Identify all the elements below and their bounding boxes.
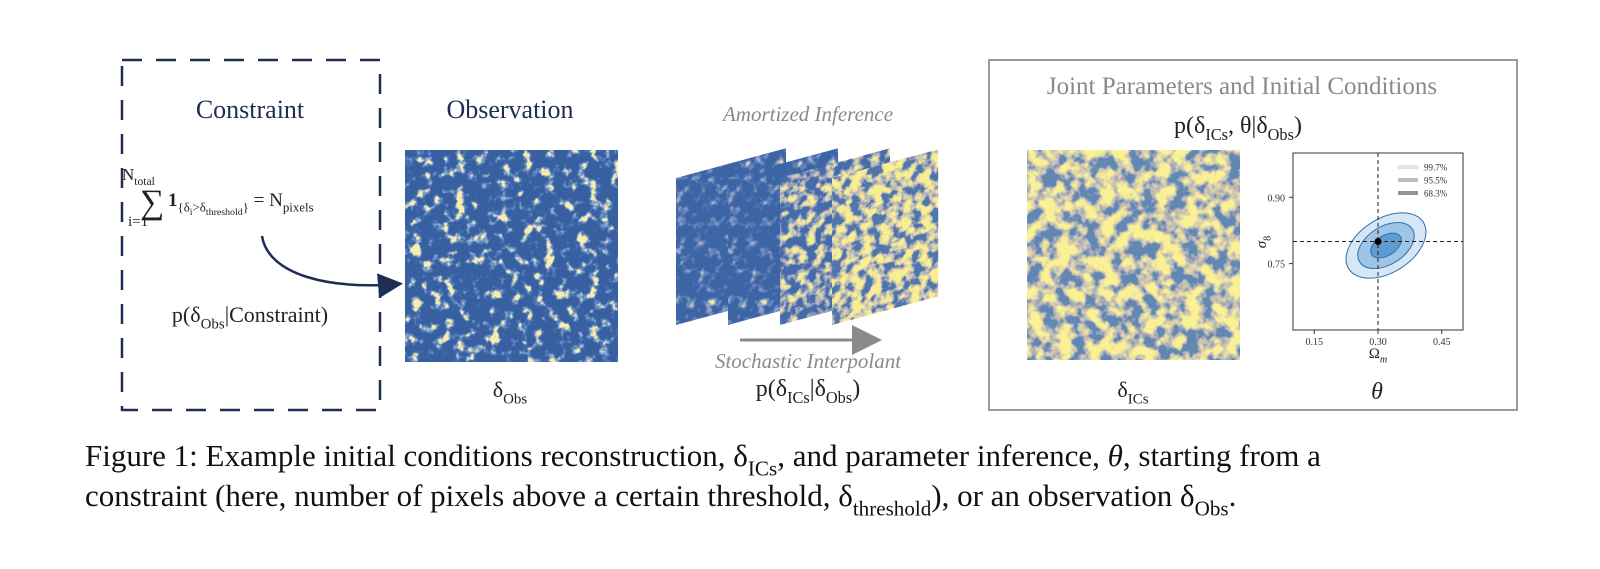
caption-line: Figure 1: Example initial conditions rec…: [85, 438, 1321, 480]
math-part: threshold: [853, 496, 932, 520]
math-part: = N: [249, 190, 283, 211]
math-part: 1: [168, 190, 178, 211]
frame: [832, 149, 938, 325]
legend-label: 95.5%: [1424, 176, 1448, 186]
joint-box: [988, 59, 1518, 411]
legend-label: 99.7%: [1424, 163, 1448, 173]
math-part: .: [1229, 478, 1237, 513]
math-part: i: [190, 207, 193, 218]
math-part: N: [122, 165, 134, 184]
ics-image: [1027, 150, 1240, 360]
y-tick-label: 0.90: [1268, 193, 1286, 204]
frame-image: [832, 149, 938, 325]
math-part: p(δ: [1174, 113, 1205, 139]
math-part: Obs: [201, 317, 225, 333]
joint-title: Joint Parameters and Initial Conditions: [1047, 73, 1437, 100]
math-part: threshold: [206, 207, 243, 218]
math-part: p(δ: [756, 376, 787, 402]
x-axis-label: Ωm: [1369, 346, 1388, 366]
sum-symbol: ∑: [140, 184, 164, 221]
observation-image: [405, 150, 618, 362]
math-part: ICs: [1128, 392, 1149, 408]
math-part: |Constraint): [225, 302, 328, 327]
math-part: ICs: [787, 388, 810, 407]
math-part: 8: [1263, 236, 1274, 241]
x-tick-label: 0.30: [1369, 337, 1387, 348]
math-part: total: [134, 175, 155, 188]
math-part: |δ: [810, 376, 826, 402]
inference-title: Amortized Inference: [721, 102, 893, 126]
field-label: δICs: [1117, 377, 1148, 408]
caption-line: constraint (here, number of pixels above…: [85, 478, 1236, 520]
math-part: }: [243, 200, 249, 215]
param-label: θ: [1371, 379, 1383, 405]
math-part: δ: [1117, 377, 1127, 402]
math-part: σ: [1254, 240, 1270, 248]
math-part: Obs: [503, 392, 527, 408]
sum-body: 1{δi>δthreshold} = Npixels: [168, 190, 314, 218]
observation-title: Observation: [446, 95, 573, 124]
method-label: Stochastic Interpolant: [715, 349, 902, 373]
math-part: Figure 1: Example initial conditions rec…: [85, 438, 748, 473]
x-tick-label: 0.45: [1433, 337, 1451, 348]
math-part: {δ: [178, 200, 190, 215]
legend-label: 68.3%: [1424, 189, 1448, 199]
math-part: Obs: [826, 388, 852, 407]
math-part: ICs: [748, 456, 777, 480]
math-part: m: [1380, 355, 1387, 366]
math-part: pixels: [283, 200, 314, 215]
math-part: ICs: [1205, 125, 1228, 144]
sum-lower: i=1: [128, 214, 148, 230]
math-part: Ω: [1369, 346, 1380, 362]
y-tick-label: 0.75: [1268, 260, 1286, 271]
math-part: ), or an observation δ: [931, 478, 1194, 513]
math-part: , θ|δ: [1228, 113, 1268, 139]
constraint-arrow: [260, 235, 403, 299]
math-part: ): [852, 376, 860, 402]
math-part: constraint (here, number of pixels above…: [85, 478, 853, 513]
math-part: Obs: [1268, 125, 1294, 144]
inference-posterior: p(δICs|δObs): [756, 376, 860, 407]
math-part: p(δ: [172, 302, 201, 327]
math-part: , and parameter inference,: [777, 438, 1107, 473]
likelihood: p(δObs|Constraint): [172, 302, 328, 333]
math-part: θ: [1108, 438, 1123, 473]
sum-upper: Ntotal: [122, 165, 155, 188]
math-part: i=1: [128, 214, 148, 230]
math-part: Obs: [1195, 496, 1229, 520]
truth-point: [1374, 238, 1382, 245]
math-part: >δ: [193, 200, 206, 215]
math-part: , starting from a: [1123, 438, 1321, 473]
x-tick-label: 0.15: [1306, 337, 1324, 348]
joint-posterior: p(δICs, θ|δObs): [1174, 113, 1302, 144]
y-axis-label: σ8: [1254, 236, 1274, 249]
math-part: ): [1294, 113, 1302, 139]
contours: [1345, 212, 1427, 279]
observation-label: δObs: [493, 377, 528, 408]
constraint-title: Constraint: [196, 95, 305, 124]
math-part: δ: [493, 377, 503, 402]
